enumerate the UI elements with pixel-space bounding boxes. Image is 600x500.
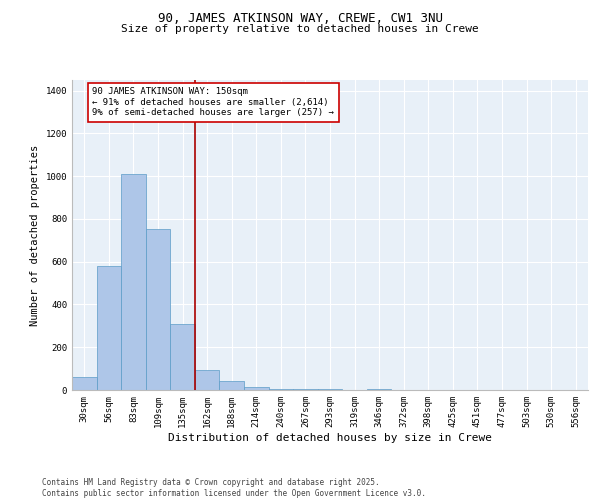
Bar [146,228,170,390]
Text: 90 JAMES ATKINSON WAY: 150sqm
← 91% of detached houses are smaller (2,614)
9% of: 90 JAMES ATKINSON WAY: 150sqm ← 91% of d… [92,88,334,118]
X-axis label: Distribution of detached houses by size in Crewe: Distribution of detached houses by size … [168,432,492,442]
Bar [170,324,195,390]
Text: Contains HM Land Registry data © Crown copyright and database right 2025.
Contai: Contains HM Land Registry data © Crown c… [42,478,426,498]
Bar [293,389,318,390]
Bar [367,389,391,390]
Text: Size of property relative to detached houses in Crewe: Size of property relative to detached ho… [121,24,479,34]
Text: 90, JAMES ATKINSON WAY, CREWE, CW1 3NU: 90, JAMES ATKINSON WAY, CREWE, CW1 3NU [157,12,443,26]
Bar [72,377,97,390]
Bar [244,387,269,390]
Bar [220,382,244,390]
Bar [195,370,220,390]
Bar [97,266,121,390]
Bar [121,174,146,390]
Bar [269,389,293,390]
Y-axis label: Number of detached properties: Number of detached properties [30,144,40,326]
